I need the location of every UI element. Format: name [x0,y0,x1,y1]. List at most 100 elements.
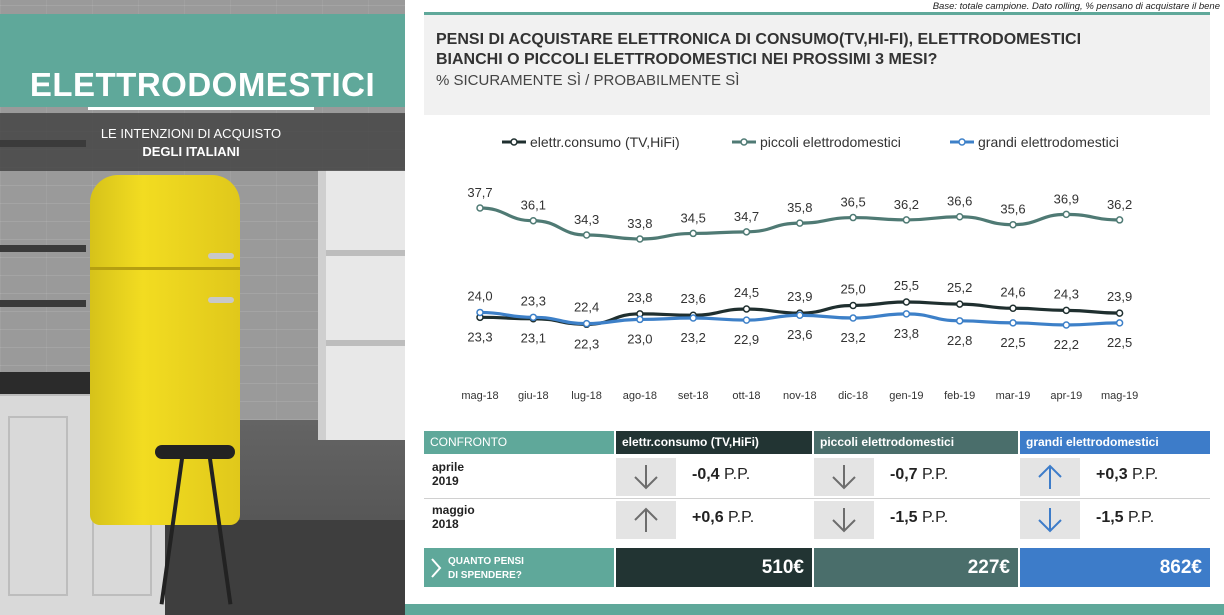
data-point [1009,319,1017,327]
question-line2: BIANCHI O PICCOLI ELETTRODOMESTICI NEI P… [436,51,938,68]
data-point [582,231,591,239]
data-point [742,316,751,324]
data-point [1009,220,1017,229]
x-tick-label: lug-18 [571,390,602,402]
base-note: Base: totale campione. Dato rolling, % p… [932,1,1220,12]
comparison-col-grandi: grandi elettrodomestici [1020,431,1210,454]
data-label: 24,3 [1054,286,1079,301]
data-point [1062,210,1071,219]
x-tick-label: giu-18 [518,390,549,402]
subtitle-band [0,113,405,171]
data-point [1062,306,1071,315]
x-tick-label: feb-19 [944,390,975,402]
comparison-header: CONFRONTO [424,431,614,454]
data-point [689,229,697,238]
panel-title: ELETTRODOMESTICI [29,66,376,103]
data-point [796,219,804,227]
data-point [1062,321,1071,329]
spend-row: QUANTO PENSI DI SPENDERE? 510€ 227€ 862€ [424,548,1210,587]
data-label: 23,3 [521,293,546,308]
data-label: 23,1 [521,331,546,346]
question-line1: PENSI DI ACQUISTARE ELETTRONICA DI CONSU… [436,31,1082,48]
data-point [636,315,644,324]
x-tick-label: ott-18 [732,390,760,402]
spend-value-piccoli: 227€ [814,548,1018,587]
data-label: 23,9 [787,289,812,304]
delta-value: -0,7 P.P. [890,466,949,483]
data-label: 36,1 [521,198,546,213]
data-point [902,310,911,318]
arrow-up-icon [616,501,676,539]
x-tick-label: dic-18 [838,390,868,402]
shelf [0,245,86,252]
data-label: 36,5 [840,195,865,210]
data-point [1115,319,1124,327]
data-label: 22,5 [1000,335,1025,350]
panel-subtitle-line1: LE INTENZIONI DI ACQUISTO [100,126,282,141]
yellow-fridge [90,175,240,525]
data-label: 35,8 [787,200,812,215]
data-label: 36,9 [1054,191,1079,206]
line-chart: elettr.consumo (TV,HiFi) piccoli elettrod… [461,134,1138,402]
x-tick-label: set-18 [678,390,709,402]
data-label: 34,5 [681,210,706,225]
title-underline [88,107,314,110]
data-label: 24,0 [467,288,492,303]
data-point [476,204,484,212]
data-label: 22,9 [734,332,759,347]
spend-label-line2: DI SPENDERE? [448,570,522,581]
data-point [849,301,857,310]
data-point [902,216,911,224]
data-label: 33,8 [627,216,652,231]
chevron-right-icon [431,558,442,578]
data-label: 25,0 [840,281,865,296]
arrow-down-icon [616,458,676,496]
x-tick-label: apr-19 [1050,390,1082,402]
data-label: 22,4 [574,300,599,315]
data-label: 34,3 [574,212,599,227]
legend-label: elettr.consumo (TV,HiFi) [530,134,680,150]
legend-marker [958,138,966,146]
data-label: 22,3 [574,336,599,351]
arrow-down-icon [814,458,874,496]
data-label: 23,6 [681,291,706,306]
x-tick-label: mar-19 [996,390,1031,402]
legend-label: piccoli elettrodomestici [760,134,901,150]
data-label: 34,7 [734,209,759,224]
stool [155,445,235,459]
data-label: 23,8 [627,290,652,305]
x-tick-label: mag-19 [1101,390,1138,402]
data-point [582,319,591,328]
data-point [955,300,964,308]
data-point [1115,216,1124,224]
data-label: 36,2 [1107,197,1132,212]
data-label: 22,8 [947,333,972,348]
data-label: 36,2 [894,197,919,212]
spend-label-line1: QUANTO PENSI [448,556,524,567]
legend-label: grandi elettrodomestici [978,134,1119,150]
delta-value: -0,4 P.P. [692,466,751,483]
spend-label-cell: QUANTO PENSI DI SPENDERE? [424,548,614,587]
shelf [0,300,86,307]
data-label: 23,9 [1107,289,1132,304]
comparison-col-elettr-consumo: elettr.consumo (TV,HiFi) [616,431,812,454]
row-label-maggio: maggio 2018 [432,503,475,531]
data-point [1009,304,1017,313]
delta-value: -1,5 P.P. [890,509,949,526]
data-point [476,308,484,317]
data-label: 35,6 [1000,202,1025,217]
window [318,170,405,440]
title-band [0,14,405,107]
data-label: 23,3 [467,329,492,344]
data-point [689,314,697,322]
arrow-down-icon [1020,501,1080,539]
kitchen-photo: ELETTRODOMESTICI LE INTENZIONI DI ACQUIS… [0,0,405,615]
data-label: 25,5 [894,278,919,293]
data-point [636,235,644,243]
data-label: 24,5 [734,285,759,300]
question-box: PENSI DI ACQUISTARE ELETTRONICA DI CONSU… [424,12,1210,115]
legend-marker [510,138,518,146]
delta-value: +0,3 P.P. [1096,466,1159,483]
data-point [902,298,911,306]
delta-value: -1,5 P.P. [1096,509,1155,526]
